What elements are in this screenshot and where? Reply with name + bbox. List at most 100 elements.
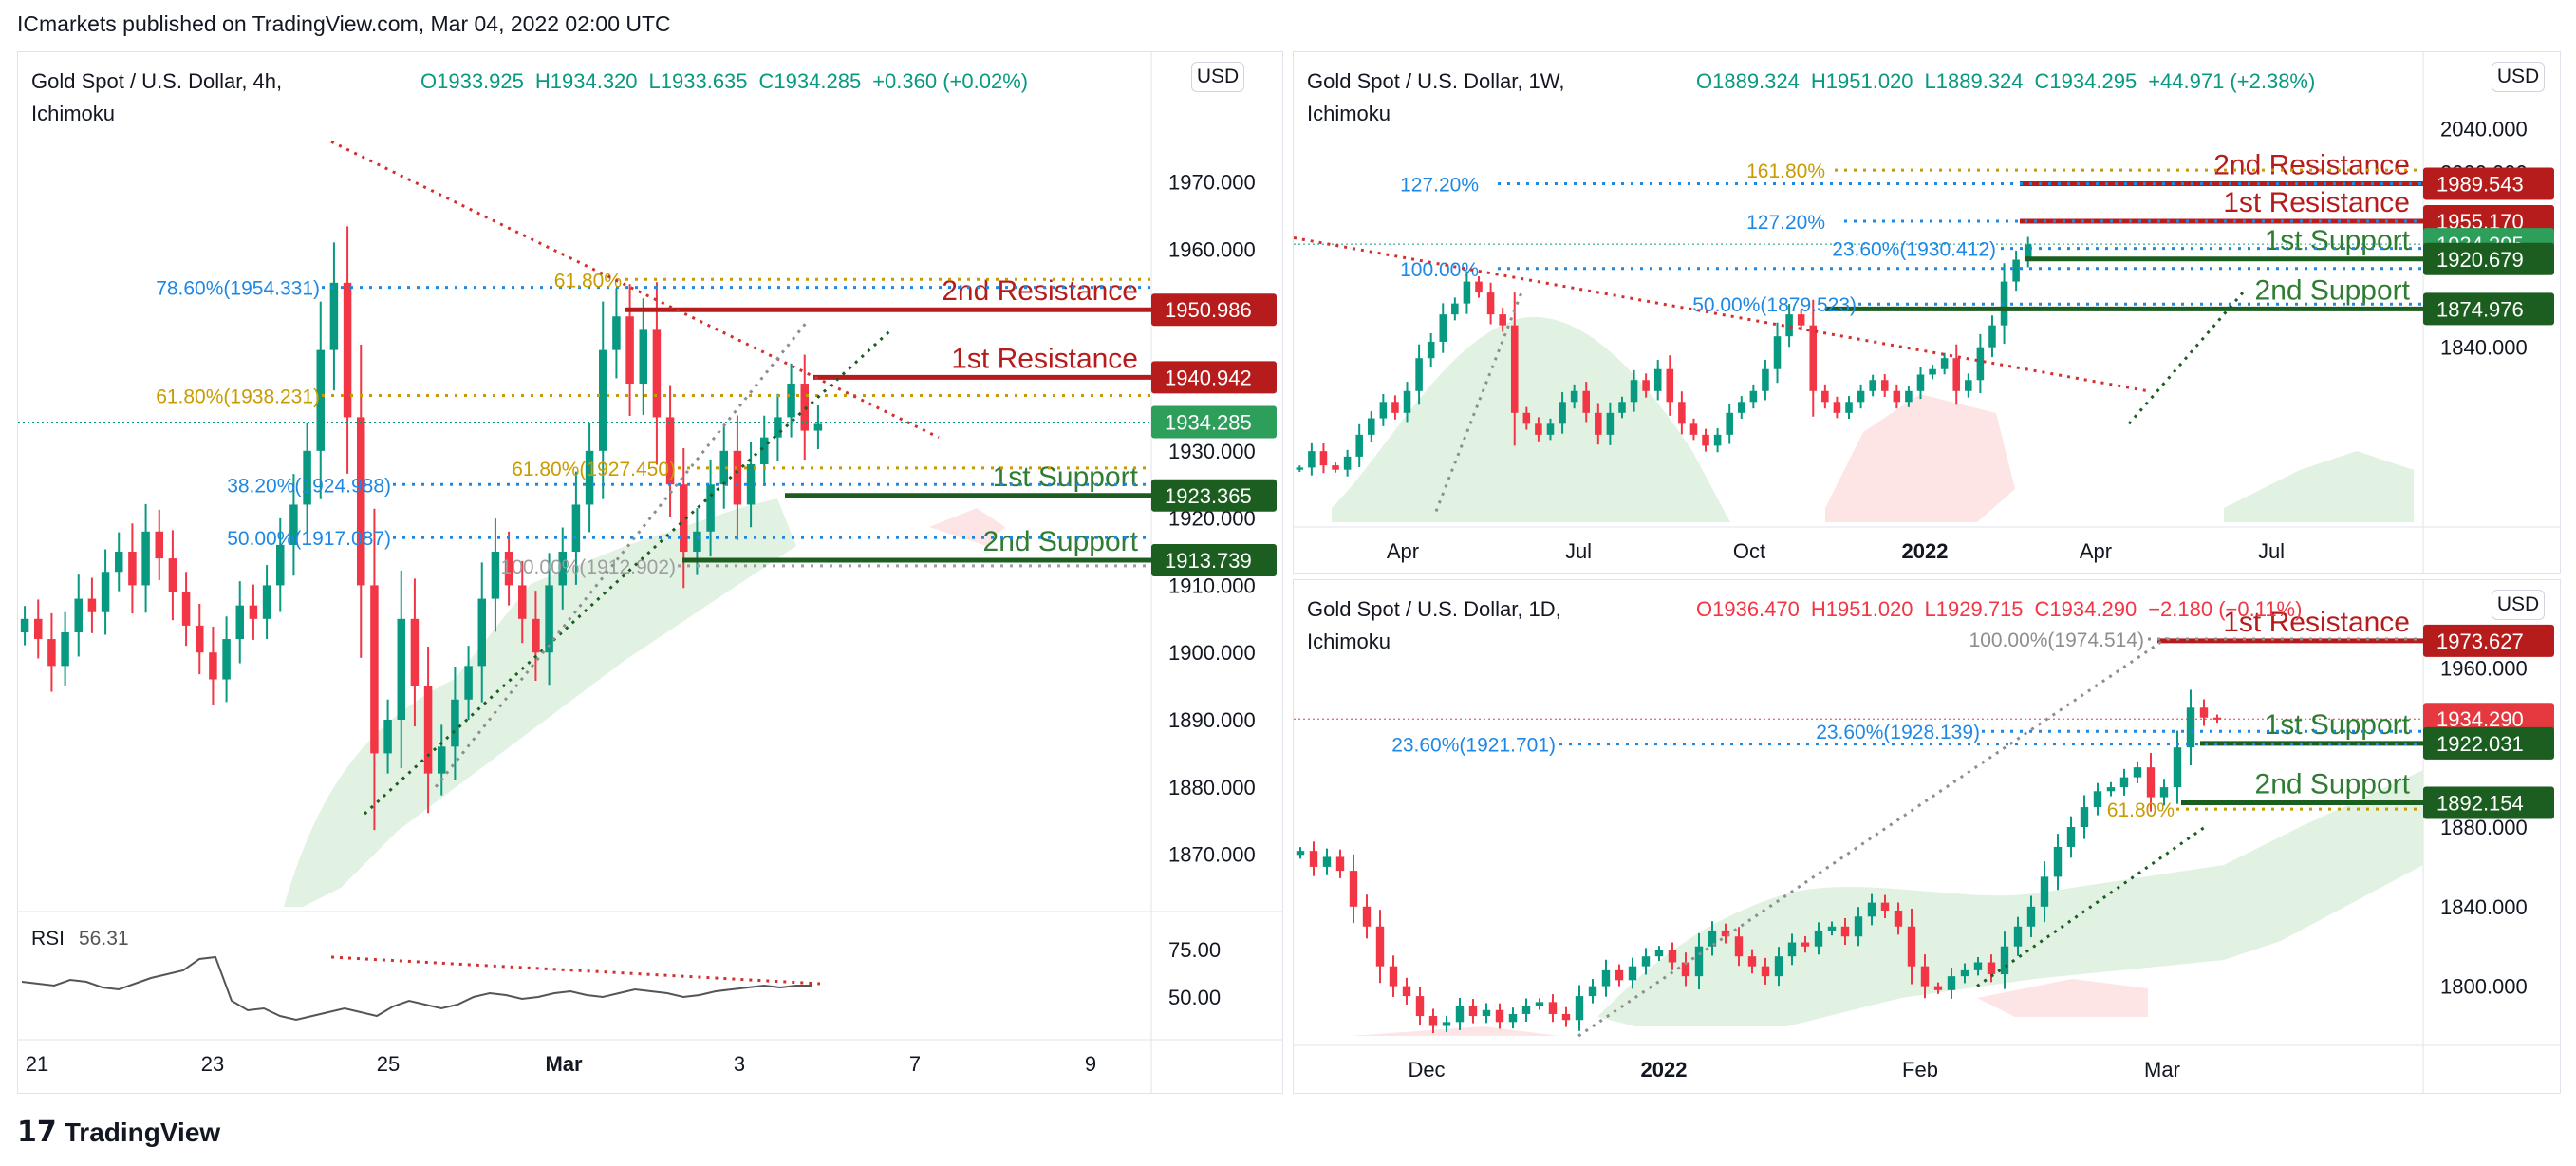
candle-body [1615, 969, 1624, 981]
candle-body [1296, 467, 1304, 470]
resistance-label: 1st Resistance [2223, 187, 2410, 218]
ohlc-open: O1933.925 [420, 69, 524, 93]
candle-body [155, 531, 163, 559]
candle-body [1642, 380, 1650, 391]
price-tick-label: 1880.000 [2440, 816, 2528, 839]
candle-body [1595, 412, 1602, 435]
chart-1w-canvas[interactable]: 2nd Resistance 1st Resistance 1st Support 2… [1294, 52, 2560, 573]
ohlc-high: H1951.020 [1810, 597, 1913, 621]
candle-body [1821, 390, 1829, 403]
candle-body [2024, 244, 2032, 260]
candle-body [1721, 930, 1730, 937]
candle-body [1475, 281, 1483, 293]
candle-body [1833, 402, 1841, 413]
candle-body [1694, 946, 1704, 977]
time-tick-label: 25 [377, 1052, 400, 1076]
candle-body [1319, 451, 1328, 466]
candle-body [1929, 368, 1936, 375]
fib-level-label: 23.60%(1921.701) [1391, 735, 1556, 757]
price-tick-label: 1910.000 [1168, 574, 1256, 597]
time-tick-label: 3 [734, 1052, 745, 1076]
rsi-label: RSI [31, 928, 65, 950]
candle-body [491, 552, 500, 599]
candle-body [1415, 358, 1423, 391]
ohlc-readout: O1889.324 H1951.020 L1889.324 C1934.295 +44.… [1696, 66, 2326, 98]
candle-body [1867, 902, 1876, 917]
symbol-title: Gold Spot / U.S. Dollar, 1W, [1307, 69, 1565, 93]
price-tick-label: 1880.000 [1168, 776, 1256, 799]
candle-body [1653, 368, 1662, 391]
candle-body [1920, 966, 1930, 987]
price-tag [2423, 292, 2554, 326]
fib-level-label: 61.80%(1927.450) [512, 459, 676, 480]
price-tag-label: 1923.365 [1165, 484, 1252, 508]
candle-body [1427, 341, 1435, 359]
candle-body [289, 504, 298, 545]
currency-button[interactable]: USD [2492, 590, 2545, 620]
rsi-tick-label: 75.00 [1168, 938, 1221, 962]
candle-body [1678, 402, 1686, 424]
price-tick-label: 1900.000 [1168, 641, 1256, 665]
candle-body [1666, 368, 1674, 403]
candle-body [410, 618, 420, 686]
currency-button[interactable]: USD [1191, 62, 1244, 92]
candle-body [1933, 986, 1943, 990]
candle-body [2013, 926, 2023, 947]
time-tick-label: 9 [1085, 1052, 1096, 1076]
ohlc-low: L1933.635 [648, 69, 748, 93]
chart-panel-4h[interactable]: 2nd Resistance 1st Resistance 1st Support 2… [17, 51, 1283, 1094]
candle-body [357, 417, 365, 586]
trend-line [1976, 825, 2206, 987]
time-tick-label: Jul [2258, 539, 2285, 563]
candle-body [1403, 390, 1411, 413]
candle-body [1726, 412, 1733, 435]
candle-body [1738, 402, 1745, 413]
candle-body [1894, 911, 1903, 927]
footer-brand[interactable]: 𝟭𝟳 TradingView [17, 1116, 220, 1149]
candle-body [20, 618, 29, 632]
candle-body [1391, 402, 1399, 413]
candle-body [1296, 851, 1305, 856]
candle-body [1402, 986, 1411, 997]
candle-body [1734, 936, 1744, 957]
candle-body [2012, 259, 2020, 282]
time-tick-label: Dec [1408, 1058, 1445, 1081]
candle-body [128, 552, 137, 586]
ichimoku-cloud [1332, 316, 2414, 522]
candle-body [800, 384, 809, 431]
legend-4h: Gold Spot / U.S. Dollar, 4h, Ichimoku O1… [31, 66, 1028, 130]
candle-body [181, 592, 191, 626]
rsi-trend-line [330, 955, 821, 986]
candle-body [1814, 930, 1823, 947]
candle-body [1455, 1006, 1465, 1023]
candle-body [652, 329, 662, 418]
candle-body [719, 450, 728, 485]
rsi-tick-label: 50.00 [1168, 986, 1221, 1009]
candle-body [1332, 465, 1339, 470]
resistance-label: 2nd Resistance [942, 275, 1138, 307]
candle-body [2000, 281, 2008, 326]
candle-body [1468, 1006, 1478, 1017]
ohlc-close: C1934.285 [758, 69, 862, 93]
candle-body [1960, 969, 1969, 977]
chart-panel-1w[interactable]: 2nd Resistance 1st Resistance 1st Support 2… [1293, 51, 2561, 574]
chart-panel-1d[interactable]: 1st Resistance 1st Support 2nd Support 100.… [1293, 579, 2561, 1094]
chart-1d-canvas[interactable]: 1st Resistance 1st Support 2nd Support 100.… [1294, 580, 2560, 1093]
ichimoku-cloud-bearish [1825, 394, 2015, 522]
currency-button[interactable]: USD [2492, 62, 2545, 92]
candle-body [1379, 402, 1388, 419]
candle-body [1559, 402, 1566, 424]
ohlc-change: +0.360 (+0.02%) [872, 69, 1029, 93]
chart-4h-canvas[interactable]: 2nd Resistance 1st Resistance 1st Support 2… [18, 52, 1282, 1093]
time-tick-label: Mar [545, 1052, 583, 1076]
candle-body [2000, 946, 2009, 975]
candle-body [545, 585, 553, 653]
candle-body [464, 666, 473, 700]
legend-1w: Gold Spot / U.S. Dollar, 1W, Ichimoku O1… [1307, 66, 2315, 130]
candle-body [774, 417, 782, 438]
candle-body [1495, 1009, 1504, 1023]
candle-body [1840, 926, 1850, 937]
candle-body [813, 423, 823, 431]
candle-body [1713, 434, 1722, 446]
candle-body [532, 618, 540, 653]
